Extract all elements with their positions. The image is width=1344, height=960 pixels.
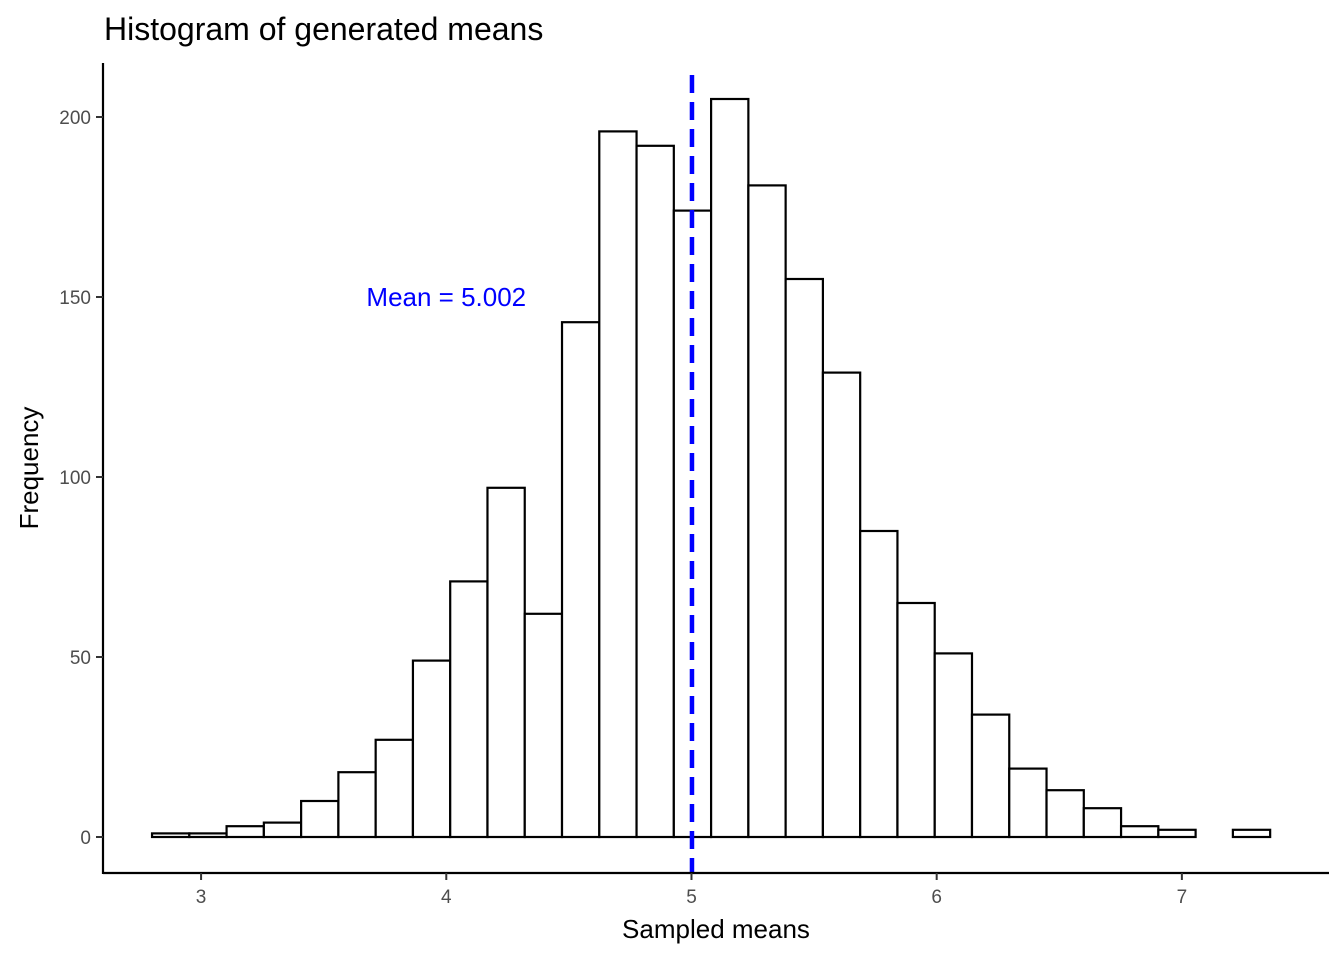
x-tick-label: 4 [441, 887, 452, 908]
x-tick-label: 7 [1177, 887, 1188, 908]
histogram-bar [188, 832, 228, 839]
histogram-bar [598, 130, 638, 839]
histogram-bar [933, 652, 974, 839]
y-axis-ticks: 0 50 100 150 200 [59, 108, 103, 849]
histogram-bar [1045, 789, 1085, 839]
histogram-bar [1231, 828, 1272, 839]
histogram-bar [449, 580, 489, 839]
histogram-bar [784, 277, 825, 839]
x-axis-title: Sampled means [622, 914, 810, 944]
y-tick-label: 0 [80, 828, 91, 849]
histogram-bar [225, 825, 265, 839]
histogram-bar [337, 771, 377, 839]
histogram-bar [486, 486, 526, 839]
y-tick-label: 100 [59, 468, 91, 489]
histogram-bar [523, 612, 564, 839]
histogram-bar [411, 659, 452, 839]
histogram-bar [374, 738, 415, 839]
histogram-bar [560, 321, 601, 839]
y-tick-label: 200 [59, 108, 91, 129]
histogram-bar [1119, 825, 1160, 839]
histogram-bar [896, 601, 936, 839]
histogram-bar [821, 371, 862, 839]
histogram-bar [747, 184, 787, 839]
y-tick-label: 150 [59, 288, 91, 309]
histogram-bar [970, 713, 1011, 839]
histogram-bar [262, 821, 303, 839]
mean-annotation: Mean = 5.002 [366, 282, 526, 312]
histogram-bar [859, 529, 899, 839]
histogram-bar [1082, 807, 1123, 839]
histogram-bar [635, 144, 675, 839]
histogram-bar [300, 799, 340, 839]
chart-title: Histogram of generated means [104, 11, 543, 47]
histogram-bar [1008, 767, 1048, 839]
y-tick-label: 50 [70, 648, 91, 669]
x-axis-ticks: 3 4 5 6 7 [196, 873, 1187, 908]
x-tick-label: 6 [931, 887, 942, 908]
y-axis-title: Frequency [14, 407, 44, 530]
histogram-bar [1157, 828, 1197, 839]
histogram-bar [150, 832, 191, 839]
bars-group [150, 97, 1272, 839]
x-tick-label: 5 [686, 887, 697, 908]
histogram-bar [709, 97, 750, 839]
x-tick-label: 3 [196, 887, 207, 908]
